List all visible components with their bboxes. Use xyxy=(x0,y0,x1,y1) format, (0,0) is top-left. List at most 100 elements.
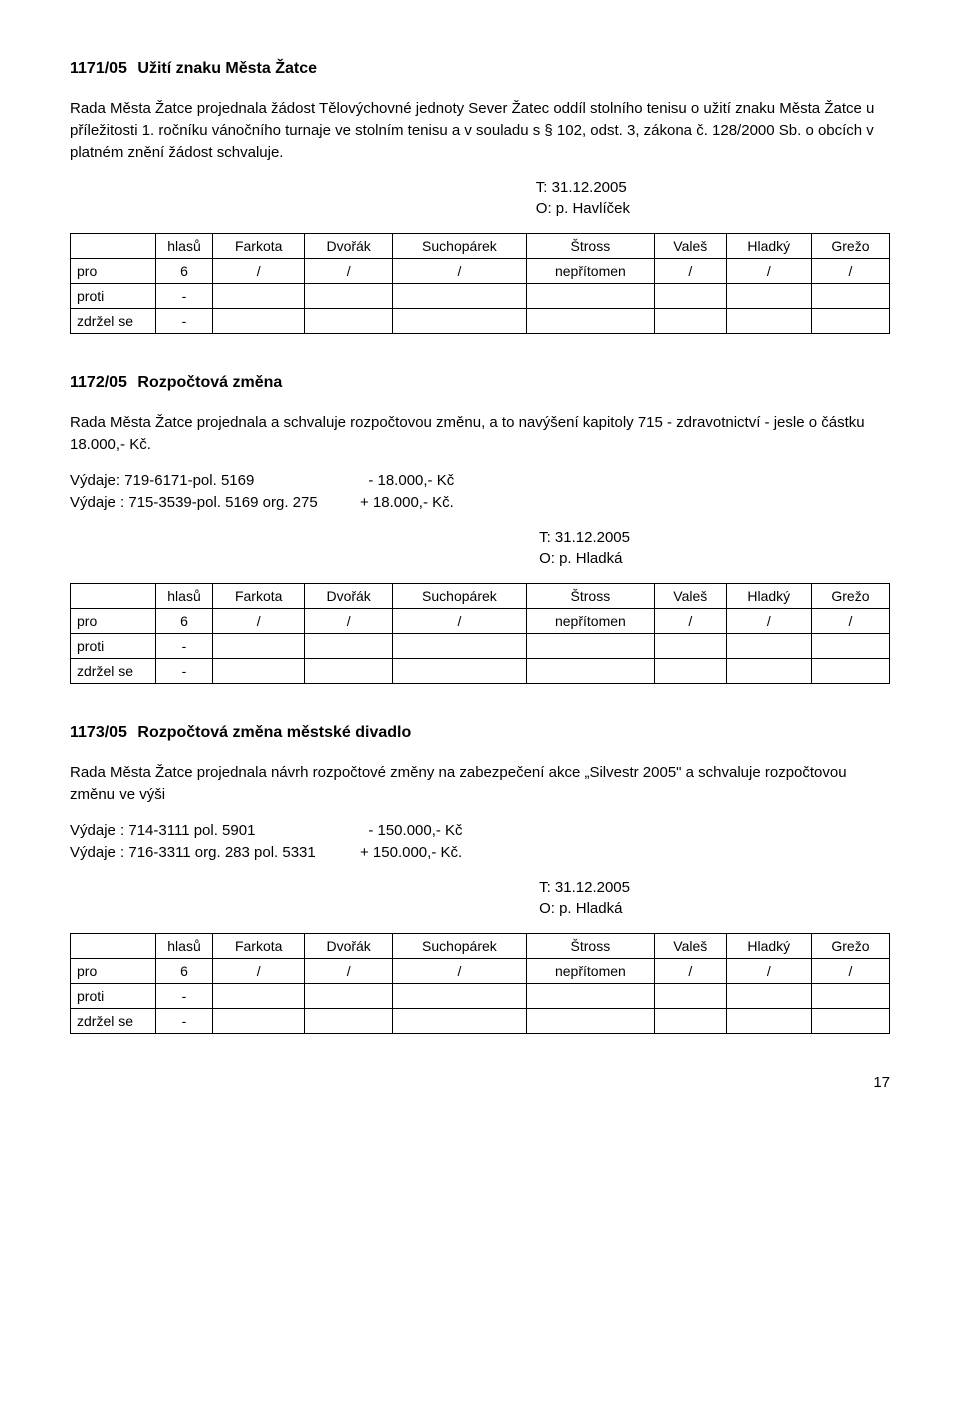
budget-row: Výdaje : 716-3311 org. 283 pol. 5331 + 1… xyxy=(70,842,890,864)
budget-block: Výdaje: 719-6171-pol. 5169 - 18.000,- Kč… xyxy=(70,470,890,514)
vote-row: zdržel se - xyxy=(71,309,890,334)
vote-cell: / xyxy=(654,959,726,984)
vote-cell xyxy=(526,659,654,684)
vote-cell: 6 xyxy=(156,259,213,284)
vote-cell: nepřítomen xyxy=(526,609,654,634)
vote-cell xyxy=(526,284,654,309)
vote-cell: 6 xyxy=(156,609,213,634)
vote-cell: / xyxy=(654,609,726,634)
meta-o: O: p. Hladká xyxy=(539,550,622,567)
vote-cell xyxy=(305,284,393,309)
budget-value: + 150.000,- Kč. xyxy=(360,842,462,864)
vote-col: hlasů xyxy=(156,584,213,609)
vote-col-blank xyxy=(71,934,156,959)
vote-cell: pro xyxy=(71,959,156,984)
vote-col: Dvořák xyxy=(305,584,393,609)
meta-block: T: 31.12.2005 O: p. Hladká xyxy=(70,877,890,919)
vote-cell: / xyxy=(392,259,526,284)
section-title: Rozpočtová změna městské divadlo xyxy=(137,724,411,741)
vote-cell xyxy=(213,1009,305,1034)
budget-row: Výdaje : 715-3539-pol. 5169 org. 275 + 1… xyxy=(70,492,890,514)
vote-cell: nepřítomen xyxy=(526,959,654,984)
vote-cell xyxy=(726,659,811,684)
vote-cell: pro xyxy=(71,259,156,284)
vote-cell xyxy=(392,984,526,1009)
vote-row: proti - xyxy=(71,634,890,659)
section-title: Rozpočtová změna xyxy=(137,374,282,391)
vote-cell xyxy=(526,309,654,334)
vote-cell xyxy=(726,309,811,334)
vote-col: hlasů xyxy=(156,234,213,259)
vote-cell: pro xyxy=(71,609,156,634)
meta-o: O: p. Havlíček xyxy=(536,200,630,217)
budget-row: Výdaje: 719-6171-pol. 5169 - 18.000,- Kč xyxy=(70,470,890,492)
meta-block: T: 31.12.2005 O: p. Hladká xyxy=(70,527,890,569)
vote-cell xyxy=(811,659,889,684)
vote-cell: / xyxy=(213,609,305,634)
vote-cell xyxy=(654,659,726,684)
vote-cell: - xyxy=(156,309,213,334)
vote-cell xyxy=(392,284,526,309)
vote-cell xyxy=(305,1009,393,1034)
vote-row: proti - xyxy=(71,284,890,309)
vote-col-blank xyxy=(71,234,156,259)
vote-cell xyxy=(392,634,526,659)
vote-row: pro 6 / / / nepřítomen / / / xyxy=(71,259,890,284)
meta-o: O: p. Hladká xyxy=(539,900,622,917)
vote-cell: / xyxy=(213,259,305,284)
budget-row: Výdaje : 714-3111 pol. 5901 - 150.000,- … xyxy=(70,820,890,842)
vote-col: Hladký xyxy=(726,584,811,609)
vote-header-row: hlasů Farkota Dvořák Suchopárek Štross V… xyxy=(71,584,890,609)
section-title: Užití znaku Města Žatce xyxy=(137,60,317,77)
vote-row: pro 6 / / / nepřítomen / / / xyxy=(71,609,890,634)
vote-cell xyxy=(726,634,811,659)
vote-col: Suchopárek xyxy=(392,234,526,259)
vote-cell xyxy=(811,634,889,659)
vote-col: Farkota xyxy=(213,584,305,609)
vote-cell: / xyxy=(811,609,889,634)
vote-header-row: hlasů Farkota Dvořák Suchopárek Štross V… xyxy=(71,234,890,259)
vote-table: hlasů Farkota Dvořák Suchopárek Štross V… xyxy=(70,933,890,1034)
vote-cell: - xyxy=(156,284,213,309)
vote-col: Farkota xyxy=(213,934,305,959)
page-number: 17 xyxy=(70,1074,890,1091)
vote-table: hlasů Farkota Dvořák Suchopárek Štross V… xyxy=(70,583,890,684)
section-heading: 1173/05 Rozpočtová změna městské divadlo xyxy=(70,724,890,742)
section-number: 1171/05 xyxy=(70,60,127,78)
vote-cell: - xyxy=(156,984,213,1009)
vote-cell: / xyxy=(654,259,726,284)
vote-cell xyxy=(811,1009,889,1034)
vote-col: Grežo xyxy=(811,584,889,609)
vote-cell xyxy=(526,1009,654,1034)
vote-col: Suchopárek xyxy=(392,584,526,609)
vote-cell xyxy=(305,309,393,334)
vote-row: zdržel se - xyxy=(71,659,890,684)
budget-block: Výdaje : 714-3111 pol. 5901 - 150.000,- … xyxy=(70,820,890,864)
vote-table: hlasů Farkota Dvořák Suchopárek Štross V… xyxy=(70,233,890,334)
meta-t: T: 31.12.2005 xyxy=(539,529,630,546)
vote-cell xyxy=(726,1009,811,1034)
section-number: 1173/05 xyxy=(70,724,127,742)
vote-cell xyxy=(654,284,726,309)
vote-cell: / xyxy=(811,959,889,984)
vote-cell: / xyxy=(305,259,393,284)
vote-col: Grežo xyxy=(811,234,889,259)
vote-cell: nepřítomen xyxy=(526,259,654,284)
budget-value: - 150.000,- Kč xyxy=(360,820,463,842)
vote-col: Valeš xyxy=(654,584,726,609)
vote-cell xyxy=(654,1009,726,1034)
vote-cell xyxy=(654,984,726,1009)
section-heading: 1172/05 Rozpočtová změna xyxy=(70,374,890,392)
vote-cell: zdržel se xyxy=(71,1009,156,1034)
vote-cell xyxy=(213,984,305,1009)
section-paragraph: Rada Města Žatce projednala a schvaluje … xyxy=(70,412,890,456)
section-heading: 1171/05 Užití znaku Města Žatce xyxy=(70,60,890,78)
meta-t: T: 31.12.2005 xyxy=(536,179,627,196)
section-paragraph: Rada Města Žatce projednala návrh rozpoč… xyxy=(70,762,890,806)
vote-row: pro 6 / / / nepřítomen / / / xyxy=(71,959,890,984)
vote-cell: / xyxy=(305,959,393,984)
vote-cell: / xyxy=(392,609,526,634)
vote-cell xyxy=(213,634,305,659)
section-number: 1172/05 xyxy=(70,374,127,392)
vote-col: Valeš xyxy=(654,234,726,259)
